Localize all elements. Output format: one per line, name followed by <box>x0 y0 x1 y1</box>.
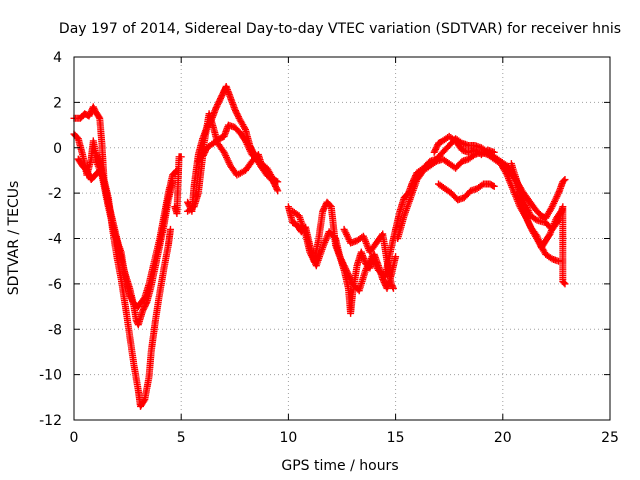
series-t8 <box>194 110 267 179</box>
data-point-markers <box>394 148 563 265</box>
x-tick-label: 20 <box>494 430 512 446</box>
ticks-layer: 0 5 10 15 20 25 -12 -10 -8 -6 -4 -2 0 2 4 <box>39 50 619 446</box>
x-tick-label: 15 <box>387 430 405 446</box>
data-point-markers <box>435 180 498 204</box>
y-tick-label: 4 <box>53 50 62 66</box>
y-tick-label: -6 <box>48 277 62 293</box>
x-tick-label: 25 <box>601 430 619 446</box>
series-t17 <box>507 160 569 288</box>
chart-title: Day 197 of 2014, Sidereal Day-to-day VTE… <box>59 21 621 37</box>
series-t15 <box>430 132 498 159</box>
grid-layer <box>74 57 610 420</box>
y-tick-label: -4 <box>48 232 62 248</box>
x-axis-label: GPS time / hours <box>281 458 398 474</box>
y-tick-label: -2 <box>48 186 62 202</box>
series-t3 <box>91 155 181 311</box>
series-t5 <box>171 153 185 217</box>
data-point-markers <box>507 160 569 288</box>
y-tick-label: -10 <box>39 368 62 384</box>
data-points-layer <box>70 83 569 410</box>
y-tick-label: 0 <box>53 141 62 157</box>
series-t14 <box>435 180 498 204</box>
series-t13 <box>394 148 563 265</box>
x-tick-label: 10 <box>279 430 297 446</box>
data-point-markers <box>74 155 108 184</box>
data-point-markers <box>171 153 185 217</box>
series-t11 <box>340 225 397 292</box>
data-point-markers <box>340 225 397 292</box>
series-t4 <box>74 155 108 184</box>
data-point-markers <box>194 110 267 179</box>
data-point-markers <box>91 155 181 311</box>
data-point-markers <box>430 132 498 159</box>
y-axis-label: SDTVAR / TECUs <box>6 181 22 296</box>
x-tick-label: 0 <box>70 430 79 446</box>
x-tick-label: 5 <box>177 430 186 446</box>
y-tick-label: -8 <box>48 322 62 338</box>
y-tick-label: -12 <box>39 413 62 429</box>
y-tick-label: 2 <box>53 95 62 111</box>
